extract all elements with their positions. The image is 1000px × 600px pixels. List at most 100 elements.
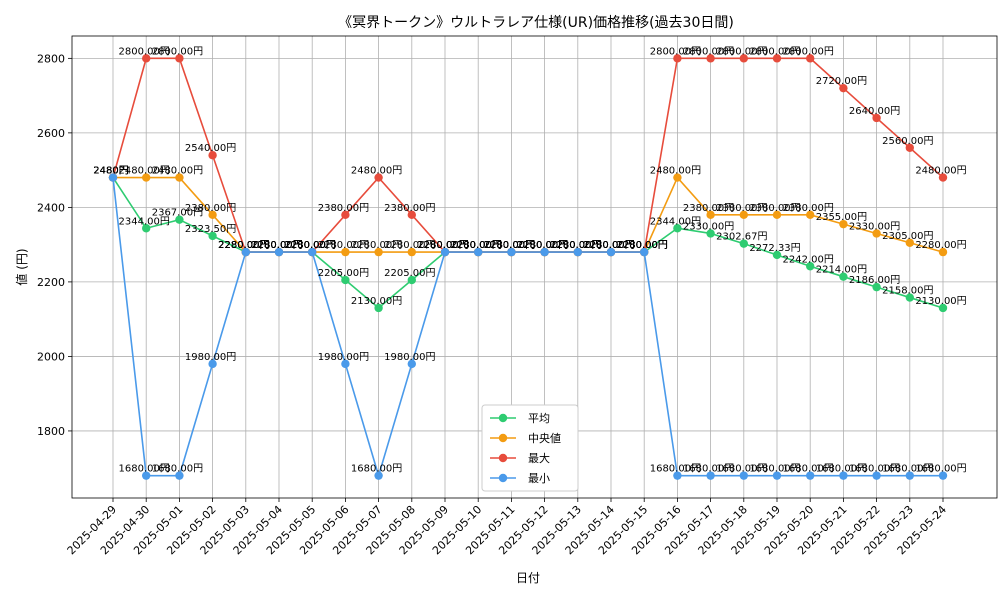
data-label-s3-11: 2280.00円 — [451, 240, 502, 251]
data-point-s3-0 — [108, 173, 118, 182]
data-point-s1-8 — [374, 247, 383, 257]
data-point-s2-18 — [706, 54, 715, 63]
data-label-s0-20: 2272.33円 — [749, 243, 800, 254]
data-label-s1-4: 2280.00円 — [218, 240, 269, 251]
data-label-s2-19: 2800.00円 — [716, 46, 767, 57]
data-label-s3-2: 1680.00円 — [152, 464, 203, 475]
data-point-s3-5 — [274, 247, 284, 257]
data-point-s2-9 — [407, 210, 416, 220]
data-label-s3-19: 1680.00円 — [716, 464, 767, 475]
data-point-s3-16 — [640, 247, 649, 257]
grid-layer — [72, 36, 997, 498]
data-label-s3-8: 1680.00円 — [351, 464, 402, 475]
data-label-s0-1: 2344.00円 — [119, 216, 170, 227]
data-point-s0-8 — [374, 303, 383, 313]
data-label-s0-11: 2280.00円 — [451, 240, 502, 251]
data-label-s2-15: 2280.00円 — [583, 240, 634, 251]
data-label-s2-2: 2800.00円 — [152, 46, 203, 57]
data-point-s2-17 — [673, 54, 682, 63]
data-label-s0-7: 2205.00円 — [318, 268, 369, 279]
data-point-s1-19 — [739, 210, 748, 220]
data-label-s1-3: 2380.00円 — [185, 203, 236, 214]
data-point-s3-21 — [806, 471, 815, 480]
data-point-s2-20 — [772, 54, 782, 63]
data-label-s3-12: 2280.00円 — [484, 240, 535, 251]
y-tick-label: 1800 — [37, 425, 65, 438]
data-point-s2-21 — [806, 54, 815, 63]
data-label-s3-3: 1980.00円 — [185, 352, 236, 363]
data-label-s1-23: 2330.00円 — [849, 221, 900, 232]
data-point-s0-24 — [905, 293, 914, 302]
data-label-s2-10: 2280.00円 — [417, 240, 468, 251]
x-axis-label: 日付 — [516, 571, 540, 585]
data-label-s2-7: 2380.00円 — [318, 203, 369, 214]
data-label-s2-24: 2560.00円 — [882, 136, 933, 147]
legend-label-1: 中央値 — [528, 432, 561, 445]
data-point-s3-19 — [739, 471, 748, 480]
data-point-s3-10 — [440, 247, 450, 257]
data-label-s2-14: 2280.00円 — [550, 240, 601, 251]
legend-label-2: 最大 — [528, 451, 550, 465]
data-label-s0-22: 2214.00円 — [816, 265, 867, 276]
data-label-s1-14: 2280.00円 — [550, 240, 601, 251]
data-label-s1-6: 2280.00円 — [285, 240, 336, 251]
data-label-s0-18: 2330.00円 — [683, 221, 734, 232]
data-label-s3-7: 1980.00円 — [318, 352, 369, 363]
data-point-s3-17 — [673, 471, 682, 480]
series-layer — [108, 54, 948, 480]
y-tick-label: 2200 — [37, 276, 65, 289]
data-point-s0-21 — [806, 262, 815, 271]
data-label-s0-15: 2280.00円 — [583, 240, 634, 251]
data-label-s3-17: 1680.00円 — [650, 464, 701, 475]
data-label-s1-1: 2480.00円 — [119, 166, 170, 177]
data-point-s0-25 — [938, 303, 948, 313]
data-label-s0-4: 2280.00円 — [218, 240, 269, 251]
data-label-s0-13: 2280.00円 — [517, 240, 568, 251]
data-point-s1-23 — [872, 229, 881, 238]
data-label-s3-9: 1980.00円 — [384, 352, 435, 363]
data-label-s2-21: 2800.00円 — [783, 46, 834, 57]
data-label-s2-3: 2540.00円 — [185, 143, 236, 154]
data-point-s3-15 — [606, 247, 616, 257]
data-label-s1-11: 2280.00円 — [451, 240, 502, 251]
data-label-s1-24: 2305.00円 — [882, 231, 933, 242]
data-label-s1-19: 2380.00円 — [716, 203, 767, 214]
y-tick-label: 2400 — [37, 201, 65, 214]
data-point-s0-17 — [673, 224, 682, 233]
data-label-s0-25: 2130.00円 — [915, 296, 966, 307]
data-point-s2-2 — [175, 54, 184, 63]
data-point-s1-9 — [407, 247, 416, 257]
data-point-s3-11 — [474, 247, 483, 257]
data-point-s0-9 — [407, 275, 416, 285]
data-label-s2-25: 2480.00円 — [915, 166, 966, 177]
data-label-s2-9: 2380.00円 — [384, 203, 435, 214]
data-label-s2-5: 2280.00円 — [251, 240, 302, 251]
data-point-s3-4 — [241, 247, 250, 257]
plot-frame — [71, 35, 998, 499]
data-label-s3-0: 2480円 — [93, 166, 128, 177]
y-axis-label: 値 (円) — [14, 248, 29, 285]
data-label-s0-10: 2280.00円 — [417, 240, 468, 251]
data-label-s3-14: 2280.00円 — [550, 240, 601, 251]
data-point-s0-20 — [772, 250, 782, 260]
data-point-s1-24 — [905, 238, 914, 247]
data-label-s0-3: 2323.50円 — [185, 224, 236, 235]
data-label-s1-18: 2380.00円 — [683, 203, 734, 214]
data-label-s1-25: 2280.00円 — [915, 240, 966, 251]
legend-marker-0 — [498, 413, 508, 423]
data-label-s3-10: 2280.00円 — [417, 240, 468, 251]
data-label-s1-21: 2380.00円 — [783, 203, 834, 214]
data-label-s1-16: 2280.00円 — [617, 240, 668, 251]
data-point-s0-2 — [175, 215, 184, 224]
data-point-s2-8 — [374, 173, 383, 182]
legend-marker-2 — [498, 453, 508, 463]
data-label-s1-22: 2355.00円 — [816, 212, 867, 223]
data-label-layer: 2480円2344.00円2367.00円2323.50円2280.00円228… — [93, 46, 966, 474]
data-label-s1-12: 2280.00円 — [484, 240, 535, 251]
data-point-s3-1 — [142, 471, 151, 480]
data-label-s2-6: 2280.00円 — [285, 240, 336, 251]
data-point-s2-22 — [839, 83, 848, 93]
data-point-s1-17 — [673, 173, 682, 182]
data-point-s1-1 — [142, 173, 151, 182]
